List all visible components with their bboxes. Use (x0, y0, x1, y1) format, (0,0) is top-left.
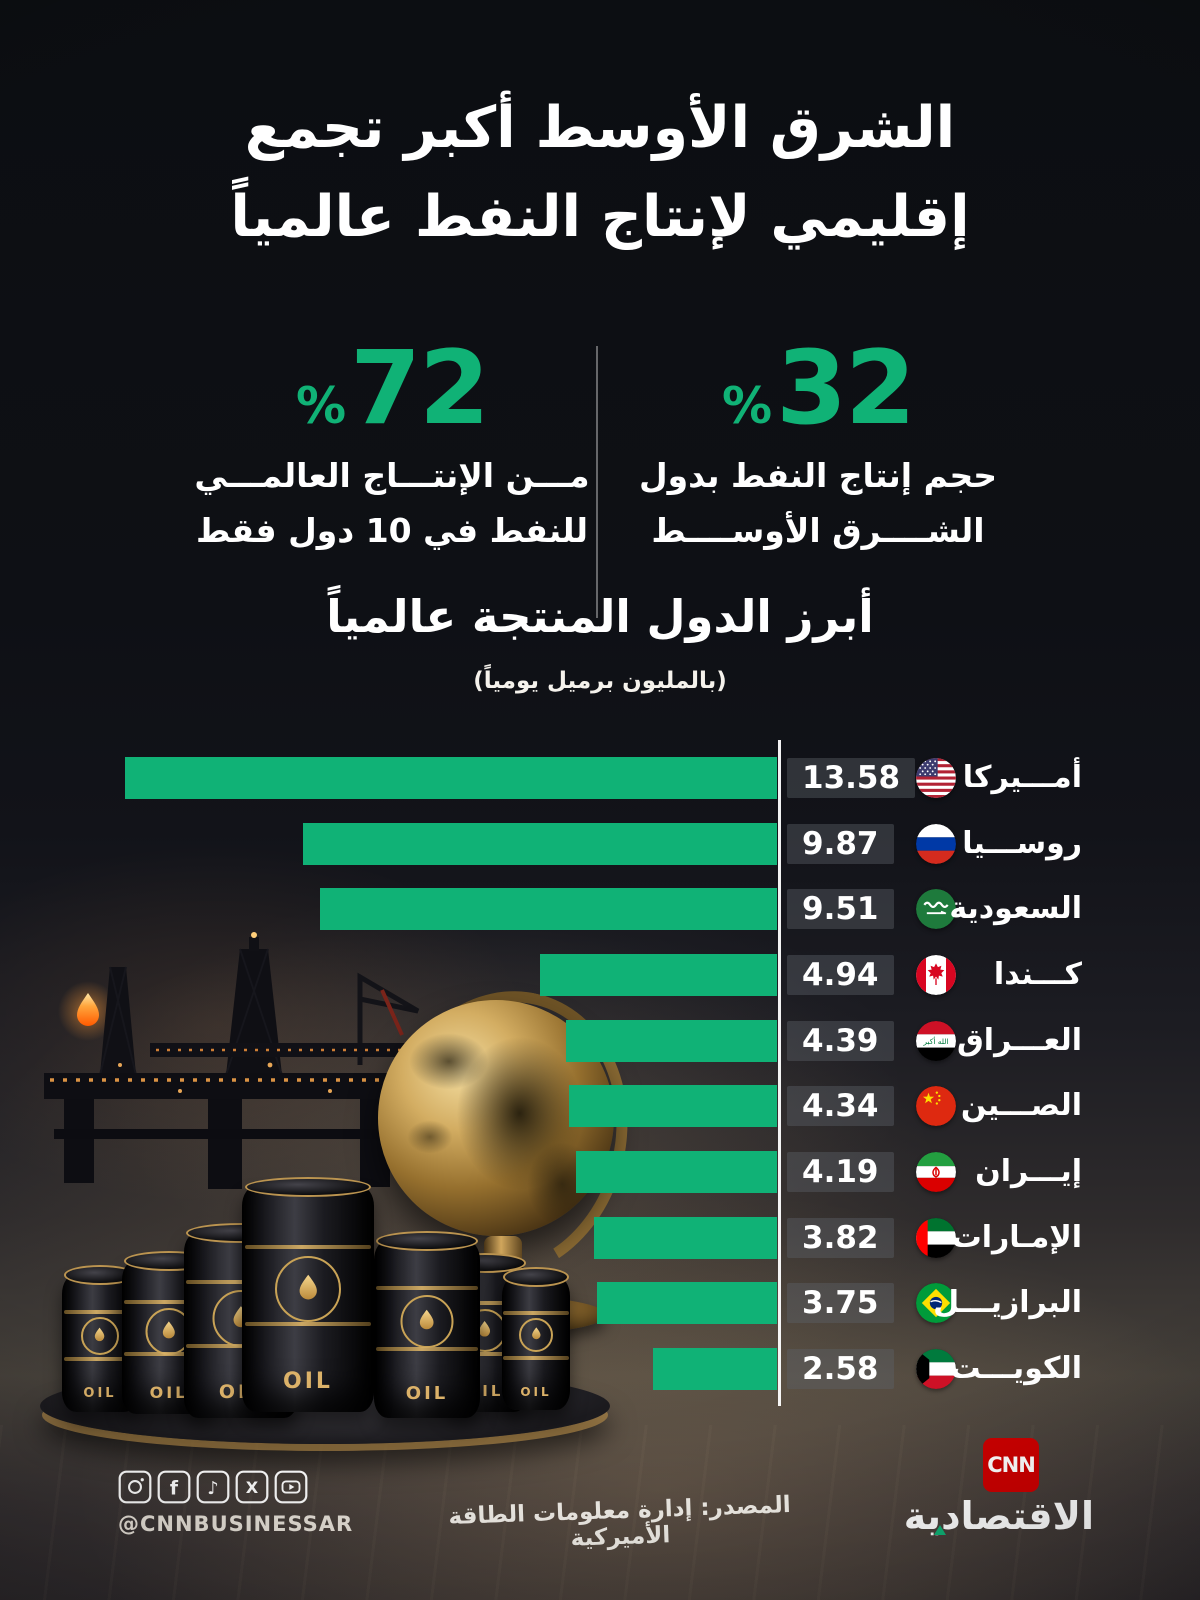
page-title-line2: إقليمي لإنتاج النفط عالمياً (230, 184, 970, 250)
bar-iran (576, 1151, 777, 1193)
country-label: الصـــين (960, 1088, 1082, 1123)
oil-barrel-illustration: OIL (502, 1267, 570, 1410)
flag-usa-icon (916, 758, 956, 798)
bar-brazil (597, 1282, 777, 1324)
bar-value: 4.19 (787, 1152, 894, 1192)
chart-row-canada: 4.94 كـــندا (0, 954, 1200, 996)
flag-russia-icon (916, 824, 956, 864)
country-label: الإمـارات (951, 1220, 1082, 1255)
percent-sign: % (295, 377, 347, 435)
bar-value: 9.51 (787, 889, 894, 929)
chart-row-uae: 3.82 الإمـارات (0, 1217, 1200, 1259)
country-label: إيـــران (975, 1154, 1082, 1189)
oil-barrel-illustration: OIL (374, 1231, 480, 1418)
oil-rig-illustration (44, 932, 436, 1189)
flag-kuwait-icon (916, 1349, 956, 1389)
svg-text:♪: ♪ (207, 1478, 218, 1499)
bar-value: 4.34 (787, 1086, 894, 1126)
bar-value: 2.58 (787, 1349, 894, 1389)
country-label: الكويـــت (950, 1351, 1082, 1386)
svg-text:X: X (246, 1478, 259, 1497)
bar-value: 13.58 (787, 758, 916, 798)
bar-uae (594, 1217, 777, 1259)
social-icons: f ♪ X (118, 1470, 308, 1508)
barrel-oil-label: OIL (405, 1382, 449, 1404)
country-label: العـــراق (956, 1023, 1082, 1058)
chart-row-iran: 4.19 إيـــران (0, 1151, 1200, 1193)
country-label: كـــندا (993, 957, 1082, 992)
brand-name: الاقتصادية (903, 1494, 1094, 1538)
flag-brazil-icon (916, 1283, 956, 1323)
stat-top10-number: %72 (295, 329, 490, 448)
bar-kuwait (653, 1348, 777, 1390)
bar-value: 3.82 (787, 1218, 894, 1258)
flag-canada-icon (916, 955, 956, 995)
bar-value: 9.87 (787, 824, 894, 864)
country-label: روســـيا (962, 826, 1082, 861)
page-title: الشرق الأوسط أكبر تجمع إقليمي لإنتاج الن… (0, 84, 1200, 262)
flag-china-icon (916, 1086, 956, 1126)
chart-axis-line (778, 740, 781, 1406)
chart-row-iraq: 4.39 الله أكبر العـــراق (0, 1020, 1200, 1062)
percent-sign: % (721, 377, 773, 435)
facebook-icon[interactable]: f (157, 1470, 191, 1508)
chart-title: أبرز الدول المنتجة عالمياً (326, 590, 874, 643)
chart-row-russia: 9.87 روســـيا (0, 823, 1200, 865)
stat-middle-east-share: %32 حجم إنتاج النفط بدول الشــــرق الأوس… (608, 338, 1028, 558)
barrel-oil-label: OIL (283, 1368, 333, 1394)
barrel-oil-label: OIL (149, 1382, 189, 1402)
stat-top10-caption: مـــن الإنتـــاج العالمـــي للنفط في 10 … (194, 456, 590, 550)
svg-text:الله أكبر: الله أكبر (922, 1036, 948, 1046)
brand-block: CNN الاقتصادية (903, 1438, 1094, 1538)
stat-middle-east-caption: حجم إنتاج النفط بدول الشــــرق الأوســــ… (638, 456, 998, 550)
chart-row-kuwait: 2.58 الكويـــت (0, 1348, 1200, 1390)
country-label: السعودية (949, 891, 1082, 926)
flag-saudi-arabia-icon (916, 889, 956, 929)
bar-value: 4.94 (787, 955, 894, 995)
bar-iraq (566, 1020, 777, 1062)
social-handle: @CNNBUSINESSAR (118, 1512, 354, 1536)
social-block: f ♪ X @CNNBUSINESSAR (118, 1470, 354, 1536)
oil-barrel-illustration: OIL (242, 1177, 374, 1412)
instagram-icon[interactable] (118, 1470, 152, 1508)
youtube-icon[interactable] (274, 1470, 308, 1508)
brand-triangle-icon (934, 1525, 946, 1535)
bar-saudi-arabia (320, 888, 777, 930)
bar-russia (303, 823, 777, 865)
stat-middle-east-number: %32 (721, 329, 916, 448)
chart-row-saudi-arabia: 9.51 السعودية (0, 888, 1200, 930)
bar-value: 4.39 (787, 1021, 894, 1061)
chart-row-china: 4.34 الصـــين (0, 1085, 1200, 1127)
chart-row-brazil: 3.75 البرازيـــل (0, 1282, 1200, 1324)
page-title-line1: الشرق الأوسط أكبر تجمع (244, 95, 956, 161)
barrel-oil-label: OIL (520, 1385, 552, 1400)
flag-uae-icon (916, 1218, 956, 1258)
flag-iran-icon (916, 1152, 956, 1192)
x-icon[interactable]: X (235, 1470, 269, 1508)
country-label: أمـــيركا (962, 760, 1082, 795)
stat-top10-share: %72 مـــن الإنتـــاج العالمـــي للنفط في… (168, 338, 616, 558)
barrel-oil-label: OIL (83, 1385, 117, 1401)
stats-divider (596, 346, 598, 618)
bar-china (569, 1085, 777, 1127)
chart-subtitle: (بالمليون برميل يومياً) (473, 668, 727, 694)
bar-canada (540, 954, 777, 996)
bar-usa (125, 757, 777, 799)
bar-value: 3.75 (787, 1283, 894, 1323)
oil-drop-icon (81, 1316, 119, 1355)
cnn-logo: CNN (983, 1438, 1039, 1492)
svg-text:f: f (170, 1479, 179, 1500)
country-label: البرازيـــل (933, 1285, 1082, 1320)
oil-drop-icon (519, 1317, 553, 1352)
chart-row-usa: 13.58 أمـــيركا (0, 757, 1200, 799)
tiktok-icon[interactable]: ♪ (196, 1470, 230, 1508)
flag-iraq-icon: الله أكبر (916, 1021, 956, 1061)
